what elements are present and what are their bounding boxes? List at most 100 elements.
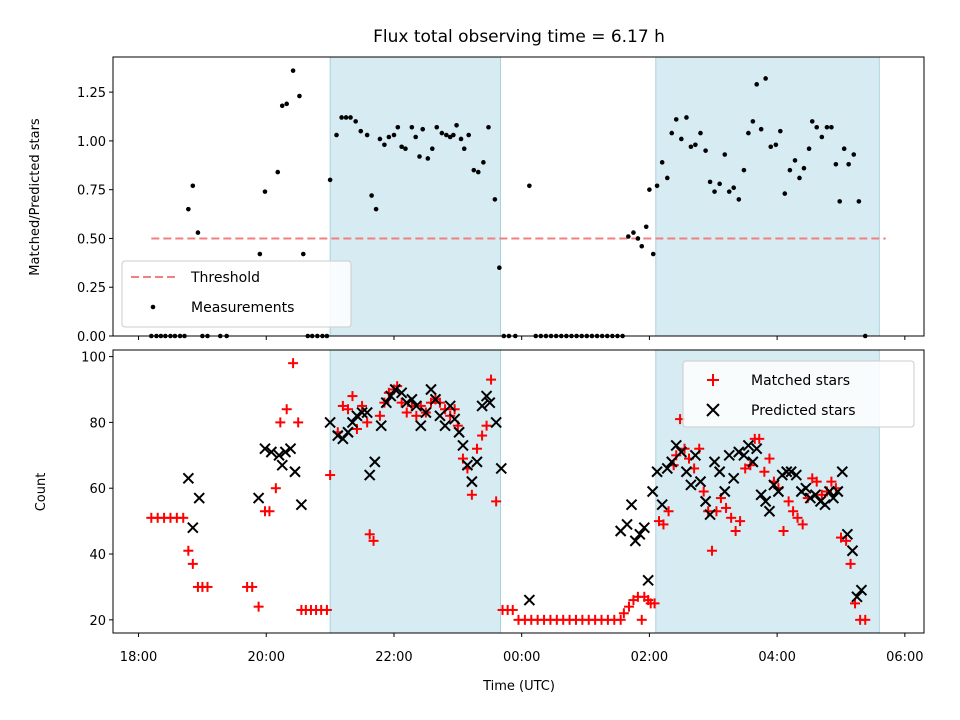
bottom-legend-box — [682, 360, 915, 428]
predicted-star-point-18 — [356, 406, 368, 419]
threshold-legend-label: Threshold — [190, 270, 260, 286]
predicted-star-point-1 — [187, 521, 199, 534]
top-axes-frame — [112, 56, 925, 337]
predicted-legend-swatch — [706, 403, 720, 417]
predicted-star-point-89 — [800, 482, 812, 494]
predicted-star-point-9 — [284, 443, 297, 455]
matched-star-point-83 — [618, 608, 629, 619]
measurement-point-9 — [190, 183, 196, 189]
predicted-star-point-3 — [252, 492, 265, 504]
bottom-legend: Matched stars Predicted stars — [682, 360, 915, 428]
predicted-star-point-74 — [733, 446, 745, 458]
top-y-tick-label-4: 1.00 — [77, 135, 106, 150]
measurement-point-18 — [279, 103, 285, 109]
matched-star-point-36 — [368, 535, 379, 546]
matched-star-point-123 — [797, 519, 808, 530]
measurement-point-106 — [707, 179, 713, 185]
bottom-y-tick-label-3: 80 — [89, 416, 106, 431]
matched-star-point-61 — [486, 374, 497, 385]
measurement-point-32 — [348, 115, 353, 120]
measurement-point-39 — [382, 142, 387, 148]
measurement-point-60 — [471, 167, 477, 173]
predicted-star-point-17 — [351, 410, 363, 422]
measurement-point-116 — [754, 82, 759, 87]
measurement-point-128 — [809, 119, 815, 124]
predicted-star-point-80 — [759, 495, 772, 508]
measurement-point-52 — [439, 130, 445, 136]
measurement-point-121 — [778, 128, 783, 134]
matched-star-point-114 — [754, 433, 765, 444]
measurement-point-58 — [461, 146, 467, 151]
top-y-ticks: 0.00 0.25 0.50 0.75 1.00 1.25 — [77, 86, 113, 345]
matched-star-point-35 — [364, 529, 375, 540]
predicted-star-point-40 — [461, 459, 474, 471]
measurement-point-48 — [420, 126, 426, 132]
predicted-star-point-6 — [273, 449, 285, 462]
measurement-point-29 — [334, 132, 339, 138]
measurement-point-46 — [413, 134, 418, 140]
predicted-star-point-7 — [276, 459, 288, 471]
bottom-axes-frame — [112, 349, 925, 634]
predicted-star-point-46 — [490, 416, 502, 429]
measurement-point-61 — [475, 169, 481, 175]
bottom-y-tick-label-4: 100 — [81, 351, 106, 366]
predicted-star-point-78 — [750, 443, 763, 455]
matched-star-point-65 — [507, 604, 518, 615]
measurement-point-124 — [792, 158, 798, 163]
measurements-legend-label: Measurements — [191, 300, 294, 316]
predicted-star-point-87 — [790, 469, 802, 481]
bottom-x-ticks: 18:00 20:00 22:00 00:00 02:00 04:00 06:00 — [120, 633, 924, 665]
measurement-point-125 — [797, 175, 802, 181]
matched-star-point-38 — [379, 397, 390, 408]
measurement-point-15 — [257, 251, 263, 257]
predicted-star-point-94 — [823, 485, 836, 498]
predicted-star-point-41 — [466, 475, 478, 488]
matched-star-point-5 — [178, 512, 189, 523]
predicted-star-point-65 — [689, 449, 702, 462]
predicted-star-point-76 — [742, 439, 755, 452]
matched-star-point-27 — [325, 470, 336, 481]
measurement-point-17 — [275, 169, 281, 175]
matched-star-point-126 — [811, 476, 822, 487]
matched-star-point-91 — [649, 598, 660, 609]
predicted-star-point-101 — [855, 584, 868, 596]
predicted-star-point-20 — [364, 469, 376, 481]
measurement-point-103 — [693, 142, 698, 148]
matched-star-point-120 — [783, 496, 794, 507]
measurement-point-115 — [750, 119, 756, 124]
measurement-point-8 — [186, 206, 191, 212]
predicted-legend-label: Predicted stars — [751, 403, 856, 419]
predicted-star-point-63 — [680, 466, 693, 478]
measurement-point-112 — [736, 197, 742, 202]
matched-star-point-42 — [396, 397, 407, 408]
measurement-point-108 — [717, 181, 722, 187]
predicted-star-point-60 — [666, 456, 678, 468]
measurement-point-123 — [787, 167, 793, 173]
measurement-point-62 — [481, 160, 486, 165]
predicted-star-point-97 — [836, 466, 848, 478]
matched-star-point-132 — [841, 535, 852, 546]
matched-legend-swatch — [707, 374, 719, 386]
top-shaded-region-0 — [329, 56, 502, 337]
predicted-star-point-4 — [259, 443, 271, 455]
measurement-point-107 — [712, 189, 717, 194]
bottom-y-axis-label: Count — [34, 473, 49, 512]
measurement-point-131 — [824, 124, 830, 130]
matched-star-point-15 — [264, 506, 275, 517]
matched-star-point-26 — [321, 604, 332, 615]
measurement-point-113 — [741, 167, 747, 173]
top-y-tick-label-2: 0.50 — [77, 232, 106, 247]
predicted-star-point-15 — [342, 426, 354, 438]
measurement-point-90 — [635, 236, 641, 241]
predicted-star-point-30 — [415, 419, 427, 432]
matched-star-point-115 — [759, 466, 770, 477]
matched-star-point-17 — [275, 417, 286, 428]
measurement-point-120 — [773, 142, 779, 148]
predicted-star-point-70 — [713, 466, 726, 478]
measurement-point-59 — [466, 132, 471, 138]
measurement-point-126 — [801, 165, 807, 171]
measurement-point-65 — [497, 265, 502, 271]
predicted-star-point-93 — [819, 498, 831, 511]
measurement-point-35 — [364, 132, 370, 138]
x-tick-label-2: 22:00 — [375, 650, 412, 665]
